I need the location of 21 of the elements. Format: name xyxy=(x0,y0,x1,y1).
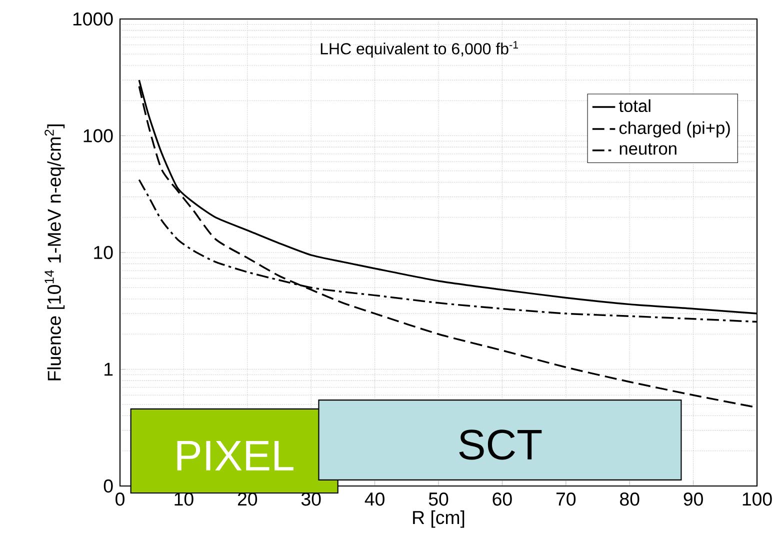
x-tick-label: 90 xyxy=(684,492,703,506)
annotation: LHC equivalent to 6,000 fb$^{-1}$ xyxy=(320,41,518,58)
x-tick-label: 40 xyxy=(364,492,384,506)
band-label: PIXEL xyxy=(177,440,294,470)
x-axis-title: R [cm] xyxy=(413,510,464,528)
legend-label: total xyxy=(618,99,650,112)
band-label: SCT xyxy=(459,430,542,460)
x-tick-label: 50 xyxy=(428,492,448,506)
legend-label: charged (pi+p) xyxy=(619,121,730,138)
legend-label: neutron xyxy=(620,143,676,155)
y-tick-label: 10 xyxy=(94,246,113,260)
y-tick-label: 1 xyxy=(104,362,113,376)
y-tick-label: 1000 xyxy=(73,12,113,26)
y-tick-label: 0 xyxy=(104,479,113,493)
x-tick-label: 100 xyxy=(742,492,772,506)
y-axis-title: Fluence [10$^{14}$ 1-MeV n-eq/cm$^{2}$] xyxy=(44,124,65,380)
x-tick-label: 80 xyxy=(620,492,640,506)
x-tick-label: 60 xyxy=(492,492,512,506)
x-tick-label: 70 xyxy=(556,492,576,506)
x-tick-label: 0 xyxy=(116,492,124,506)
y-tick-label: 100 xyxy=(84,129,113,142)
